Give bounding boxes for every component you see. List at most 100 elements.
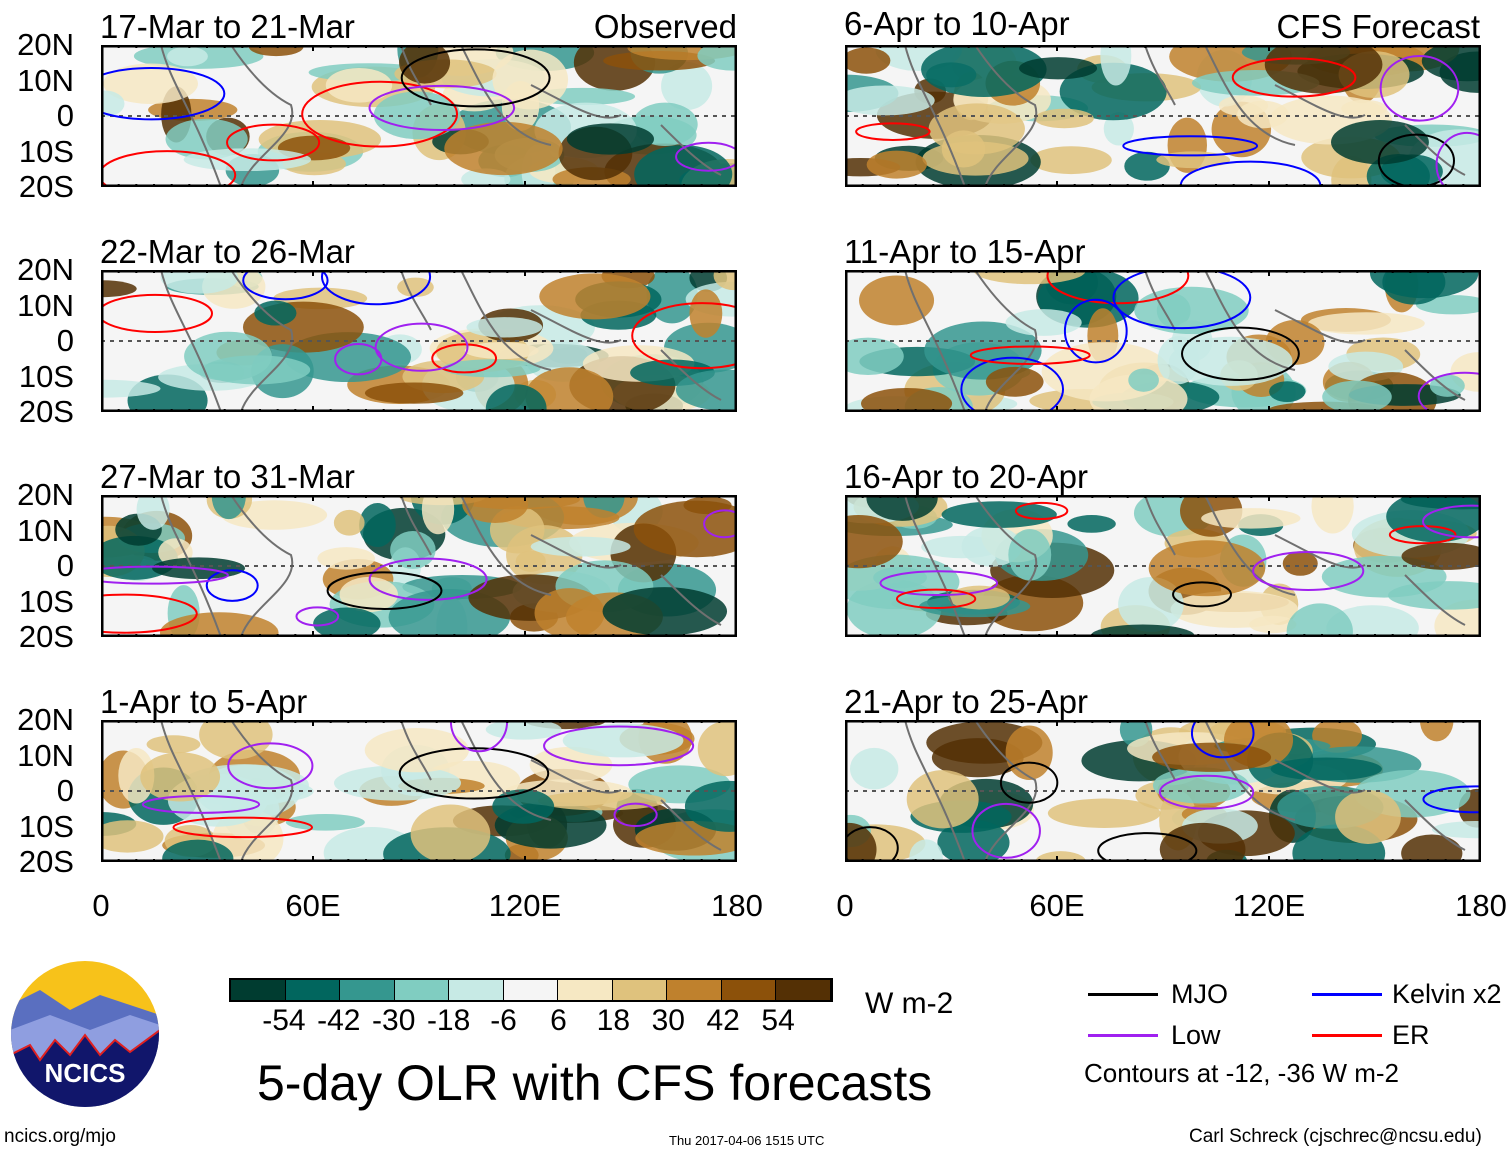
olr-anomaly-blob xyxy=(845,337,904,376)
olr-anomaly-blob xyxy=(931,738,1024,778)
olr-anomaly-blob xyxy=(1103,112,1134,146)
panel-title: 6-Apr to 10-Apr xyxy=(844,5,1070,42)
lat-label: 20N xyxy=(17,702,74,737)
panel-title: 27-Mar to 31-Mar xyxy=(100,458,355,495)
olr-anomaly-blob xyxy=(118,748,155,804)
olr-anomaly-blob xyxy=(1035,851,1086,862)
coastline xyxy=(160,495,722,637)
olr-anomaly-blob xyxy=(1128,368,1159,392)
olr-anomaly-blob xyxy=(410,804,491,862)
lat-label: 20S xyxy=(18,844,74,879)
olr-anomaly-blob xyxy=(421,495,455,535)
lat-label: 0 xyxy=(56,98,74,133)
contour-mjo xyxy=(845,826,899,862)
olr-anomaly-blob xyxy=(159,612,279,637)
panel-title: 11-Apr to 15-Apr xyxy=(844,233,1086,270)
olr-map-panel xyxy=(101,720,737,862)
olr-anomaly-blob xyxy=(399,45,451,84)
olr-anomaly-blob xyxy=(1401,542,1481,570)
colorbar-swatch xyxy=(449,980,504,1000)
contour-kelvin xyxy=(1422,785,1481,814)
contour-low xyxy=(1379,54,1460,122)
contour-kelvin xyxy=(205,569,259,602)
contour-mjo xyxy=(1172,581,1232,608)
olr-anomaly-blob xyxy=(492,789,555,824)
panel-title: 1-Apr to 5-Apr xyxy=(100,683,308,720)
contour-er xyxy=(101,150,237,187)
legend-low-line xyxy=(1088,1034,1158,1037)
contour-kelvin xyxy=(242,270,329,301)
footer-url[interactable]: ncics.org/mjo xyxy=(4,1126,116,1147)
lat-label: 20N xyxy=(17,252,74,287)
olr-anomaly-blob xyxy=(1201,508,1301,529)
olr-anomaly-blob xyxy=(537,791,666,811)
olr-anomaly-blob xyxy=(183,148,312,172)
contour-mjo xyxy=(1097,832,1198,862)
colorbar-label: 6 xyxy=(550,1004,567,1037)
olr-anomaly-blob xyxy=(184,331,272,381)
olr-anomaly-blob xyxy=(248,45,304,57)
contour-kelvin xyxy=(1112,270,1252,330)
olr-map-panel xyxy=(101,495,737,637)
olr-anomaly-blob xyxy=(1421,45,1481,82)
olr-anomaly-blob xyxy=(1118,576,1184,632)
olr-anomaly-blob xyxy=(1034,108,1094,129)
olr-anomaly-blob xyxy=(1401,834,1463,862)
legend-mjo: MJO xyxy=(1171,979,1228,1009)
olr-anomaly-blob xyxy=(525,367,614,412)
olr-anomaly-blob xyxy=(861,387,953,412)
olr-anomaly-blob xyxy=(397,277,434,298)
olr-anomaly-blob xyxy=(850,747,899,790)
lat-label: 10N xyxy=(17,737,74,773)
olr-anomaly-blob xyxy=(1067,515,1116,533)
olr-anomaly-blob xyxy=(364,382,464,404)
olr-anomaly-blob xyxy=(1005,309,1082,336)
olr-anomaly-blob xyxy=(1100,45,1132,86)
olr-map-panel xyxy=(845,495,1481,637)
lon-label: 180 xyxy=(711,888,763,923)
panel-title: 17-Mar to 21-Mar xyxy=(100,8,355,45)
olr-anomaly-blob xyxy=(566,123,655,155)
legend-kelvin-line xyxy=(1312,993,1382,996)
contour-er xyxy=(172,816,314,839)
panel-title: 22-Mar to 26-Mar xyxy=(100,233,355,270)
olr-anomaly-blob xyxy=(101,90,125,117)
olr-anomaly-blob xyxy=(364,728,470,773)
olr-anomaly-blob xyxy=(845,85,935,116)
olr-anomaly-blob xyxy=(1286,603,1353,637)
contour-er xyxy=(631,302,737,370)
olr-anomaly-blob xyxy=(1331,120,1429,165)
lon-label: 60E xyxy=(1029,888,1085,923)
olr-anomaly-blob xyxy=(103,63,198,104)
contour-low xyxy=(101,565,229,585)
colorbar-label: 54 xyxy=(761,1004,795,1037)
olr-anomaly-blob xyxy=(985,366,1044,397)
olr-anomaly-blob xyxy=(1089,374,1188,412)
lon-label: 180 xyxy=(1455,888,1507,923)
olr-anomaly-blob xyxy=(1008,529,1052,581)
olr-anomaly-blob xyxy=(1047,798,1161,828)
olr-anomaly-blob xyxy=(1429,374,1465,397)
olr-map-panel xyxy=(845,270,1481,412)
coastline xyxy=(904,495,1466,637)
contour-note: Contours at -12, -36 W m-2 xyxy=(1084,1058,1399,1088)
olr-anomaly-blob xyxy=(1335,790,1401,844)
lat-label: 10N xyxy=(17,512,74,548)
olr-anomaly-blob xyxy=(285,813,365,831)
colorbar-swatch xyxy=(231,980,286,1000)
contour-low xyxy=(1417,371,1481,412)
olr-anomaly-blob xyxy=(684,780,737,832)
colorbar xyxy=(229,978,833,1002)
contour-mjo xyxy=(999,761,1059,804)
olr-map-panel xyxy=(101,270,737,412)
contour-er xyxy=(1231,57,1357,98)
olr-anomaly-blob xyxy=(1030,146,1112,175)
colorbar-swatch xyxy=(558,980,613,1000)
forecast-label: CFS Forecast xyxy=(1276,8,1480,45)
lat-label: 10N xyxy=(17,62,74,98)
lat-label: 10S xyxy=(18,133,74,169)
olr-anomaly-blob xyxy=(961,526,1022,567)
olr-map-panel xyxy=(101,45,737,187)
colorbar-label: 42 xyxy=(706,1004,740,1037)
olr-anomaly-blob xyxy=(160,270,239,294)
